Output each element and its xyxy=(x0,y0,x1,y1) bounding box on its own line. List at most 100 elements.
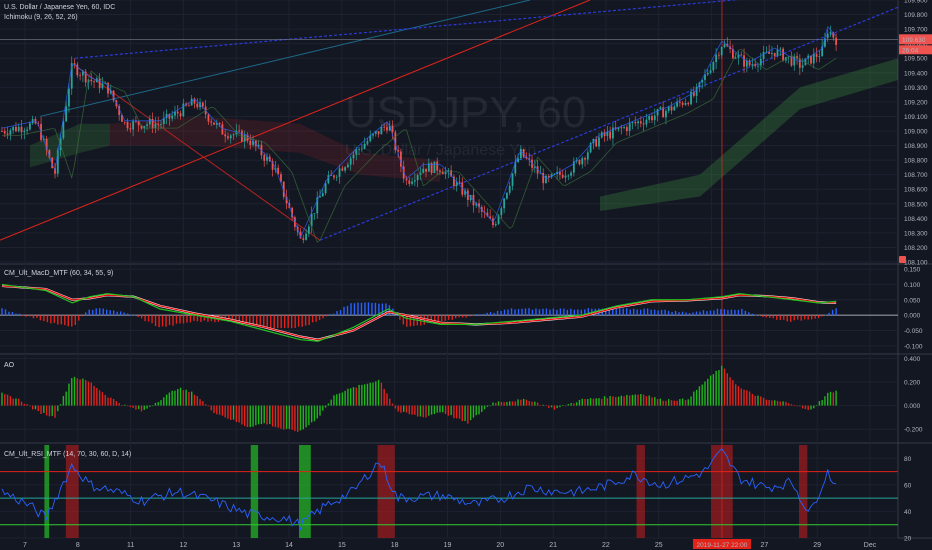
ao-histogram-bar xyxy=(193,394,196,406)
candle-body xyxy=(26,129,29,131)
candle-body xyxy=(673,106,676,111)
candle-body xyxy=(28,123,31,130)
macd-pane-label[interactable]: CM_Ult_MacD_MTF (60, 34, 55, 9) xyxy=(4,270,114,277)
candle-body xyxy=(137,121,140,126)
ao-histogram-bar xyxy=(121,405,123,406)
candle-body xyxy=(313,213,316,215)
candle-body xyxy=(489,216,492,219)
y-tick-label: 0.150 xyxy=(904,267,921,274)
macd-line xyxy=(1,283,837,342)
macd-histogram-bar xyxy=(727,309,729,316)
macd-histogram-bar xyxy=(835,308,837,316)
candle-body xyxy=(665,110,667,118)
ao-histogram-bar xyxy=(732,380,734,406)
y-tick-label: 108.400 xyxy=(904,216,928,223)
candle-body xyxy=(818,56,821,57)
ao-histogram-bar xyxy=(456,405,458,419)
ao-histogram-bar xyxy=(821,400,823,406)
candle-body xyxy=(338,168,341,177)
ao-histogram-bar xyxy=(550,405,553,408)
macd-histogram-bar xyxy=(758,315,761,316)
macd-histogram-bar xyxy=(521,308,523,316)
ichimoku-label[interactable]: Ichimoku (9, 26, 52, 26) xyxy=(4,14,78,21)
y-tick-label: 108.100 xyxy=(904,260,928,267)
ao-histogram-bar xyxy=(163,397,165,406)
macd-histogram-bar xyxy=(245,315,247,324)
candle-body xyxy=(810,55,812,64)
macd-histogram-bar xyxy=(193,315,195,321)
candle-body xyxy=(263,155,266,161)
candle-body xyxy=(637,121,639,124)
ao-histogram-bar xyxy=(771,400,773,406)
candle-body xyxy=(625,127,628,131)
trend-line-red[interactable] xyxy=(0,0,591,241)
ao-histogram-bar xyxy=(787,403,790,406)
candle-body xyxy=(706,72,709,75)
macd-histogram-bar xyxy=(535,308,537,316)
macd-histogram-bar xyxy=(357,302,359,316)
candle-body xyxy=(525,157,528,159)
macd-histogram-bar xyxy=(78,315,80,321)
ao-pane-label[interactable]: AO xyxy=(4,362,15,369)
macd-histogram-bar xyxy=(674,310,677,316)
candle-body xyxy=(347,164,349,168)
candle-body xyxy=(586,152,589,160)
alert-icon[interactable] xyxy=(899,256,906,263)
ao-histogram-bar xyxy=(115,401,118,406)
trend-line-teal[interactable] xyxy=(39,0,531,117)
candle-body xyxy=(464,190,466,195)
macd-histogram-bar xyxy=(277,315,279,329)
candle-body xyxy=(112,90,115,101)
macd-histogram-bar xyxy=(109,310,111,316)
channel-line-lower[interactable] xyxy=(319,6,899,241)
candle-body xyxy=(405,178,408,181)
candle-body xyxy=(380,126,383,135)
ao-histogram-bar xyxy=(216,405,218,415)
ao-histogram-bar xyxy=(383,388,385,406)
candle-body xyxy=(333,175,335,178)
candle-body xyxy=(812,53,815,64)
rsi-overbought-zone xyxy=(377,445,395,538)
time-tick-label: 22 xyxy=(602,542,610,549)
candle-body xyxy=(369,135,372,142)
candle-body xyxy=(90,79,93,82)
time-tick-label: 19 xyxy=(444,542,452,549)
symbol-title[interactable]: U.S. Dollar / Japanese Yen, 60, IDC xyxy=(4,4,116,11)
candle-body xyxy=(232,134,235,136)
candle-body xyxy=(51,157,54,169)
ao-histogram-bar xyxy=(774,400,776,406)
ao-histogram-bar xyxy=(760,396,762,406)
y-tick-label: 108.300 xyxy=(904,230,928,237)
ao-histogram-bar xyxy=(341,392,344,406)
candle-body xyxy=(68,88,70,107)
candle-body xyxy=(545,175,547,184)
macd-histogram-bar xyxy=(615,308,617,316)
fib-diagonal[interactable] xyxy=(74,65,321,241)
candle-body xyxy=(277,167,280,175)
macd-histogram-bar xyxy=(371,302,373,316)
candle-body xyxy=(821,46,824,57)
candle-body xyxy=(815,53,818,57)
candle-body xyxy=(737,54,740,58)
ao-histogram-bar xyxy=(280,405,282,429)
macd-histogram-bar xyxy=(15,313,17,316)
channel-line-upper[interactable] xyxy=(74,0,898,59)
candle-body xyxy=(450,170,453,177)
candle-body xyxy=(291,207,294,218)
ao-histogram-bar xyxy=(528,400,530,406)
last-price-tag[interactable] xyxy=(899,34,932,45)
candle-body xyxy=(617,127,620,130)
candle-body xyxy=(606,131,609,136)
ao-histogram-bar xyxy=(581,398,583,406)
rsi-pane-label[interactable]: CM_Ult_RSI_MTF (14, 70, 30, 60, D, 14) xyxy=(4,451,132,458)
macd-histogram-bar xyxy=(67,315,70,327)
macd-histogram-bar xyxy=(297,315,300,327)
y-tick-label: 109.300 xyxy=(904,85,928,92)
macd-histogram-bar xyxy=(336,311,338,316)
ao-histogram-bar xyxy=(673,400,676,406)
macd-histogram-bar xyxy=(538,309,541,316)
macd-histogram-bar xyxy=(653,309,656,316)
ao-histogram-bar xyxy=(324,405,327,408)
macd-histogram-bar xyxy=(573,309,576,316)
